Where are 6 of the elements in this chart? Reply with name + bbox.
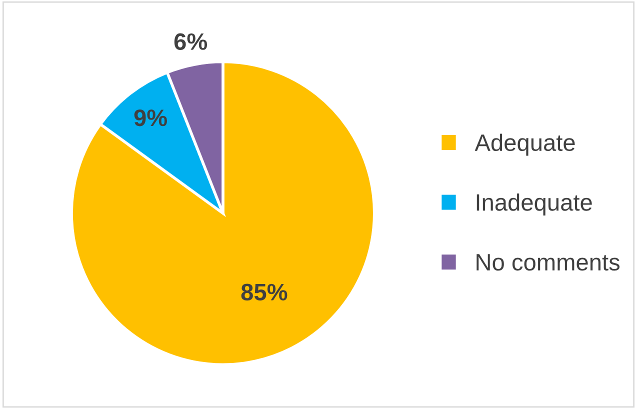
legend-label: Adequate — [474, 134, 575, 156]
legend-label: No comments — [476, 254, 620, 271]
data-label: 85% — [241, 284, 288, 300]
legend-label: Inadequate — [476, 193, 592, 216]
data-label: 9% — [134, 110, 168, 126]
data-label: 6% — [174, 33, 208, 50]
